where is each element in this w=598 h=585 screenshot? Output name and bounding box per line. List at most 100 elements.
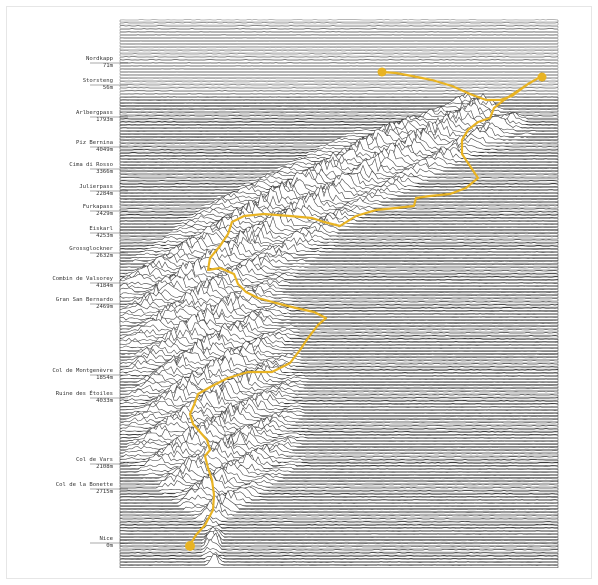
ridge-line (119, 71, 559, 75)
pass-name-label: Piz Bernina (76, 140, 113, 146)
pass-elevation-label: 1793m (96, 117, 113, 123)
ridge-line (119, 250, 559, 268)
pass-name-label: Gran San Bernardo (56, 297, 113, 303)
ridge-line (119, 50, 559, 54)
pass-elevation-label: 71m (103, 63, 114, 69)
ridge-line (119, 437, 559, 460)
ridge-line (119, 31, 559, 35)
ridge-line (119, 47, 559, 51)
pass-elevation-label: 2715m (96, 489, 113, 495)
pass-elevation-label: 2429m (96, 211, 113, 217)
pass-elevation-label: 0m (106, 543, 113, 549)
ridge-line (119, 53, 559, 57)
ridge-line (119, 128, 559, 147)
route-start-marker (185, 541, 195, 551)
ridge-line (119, 56, 559, 60)
ridge-line (119, 74, 559, 79)
pass-name-label: Ruine des Étoiles (56, 389, 113, 397)
route-end-marker (377, 67, 387, 77)
ridge-line (119, 524, 559, 531)
pass-elevation-label: 2469m (96, 304, 113, 310)
ridge-line (119, 90, 559, 94)
pass-name-label: Grossglockner (69, 246, 113, 252)
ridge-line (119, 133, 559, 153)
ridge-line (119, 472, 559, 494)
ridge-line (119, 333, 559, 351)
ridge-line (119, 87, 559, 91)
ridge-line (119, 299, 559, 320)
ridge-line (119, 120, 559, 141)
ridge-line (119, 25, 559, 29)
ridge-line (119, 22, 559, 26)
ridge-line (119, 157, 559, 178)
pass-name-label: Col de Vars (76, 457, 113, 463)
ridge-line (119, 93, 559, 97)
pass-elevation-label: 4033m (96, 398, 113, 404)
ridge-line (119, 382, 559, 404)
ridge-line (119, 68, 559, 72)
ridge-line (119, 332, 559, 354)
ridge-line (119, 527, 559, 534)
ridge-line (119, 190, 559, 212)
ridge-line (119, 514, 559, 525)
ridge-line (119, 555, 559, 562)
ridge-line (119, 62, 559, 66)
ridge-line (119, 40, 559, 44)
ridge-line (119, 65, 559, 69)
ridge-line (119, 526, 559, 540)
ridgeline-relief (119, 19, 559, 568)
ridge-line (119, 443, 559, 463)
ridge-line (119, 19, 559, 23)
ridge-line (119, 81, 559, 85)
ridge-line (119, 142, 559, 162)
pass-name-label: Julierpass (79, 184, 113, 190)
ridge-line (119, 184, 559, 206)
pass-elevation-label: 4049m (96, 147, 113, 153)
ridge-line (119, 180, 559, 203)
ridge-line (119, 492, 559, 513)
ridge-line (119, 59, 559, 63)
ridge-line (119, 43, 559, 48)
ridge-line (119, 92, 559, 100)
pass-elevation-label: 4253m (96, 233, 113, 239)
pass-elevation-label: 2632m (96, 253, 113, 259)
pass-elevation-label: 56m (103, 85, 114, 91)
pass-name-label: Storsteng (83, 78, 113, 84)
pass-name-label: Col de Montgenèvre (52, 367, 113, 374)
ridge-line (119, 78, 559, 82)
ridge-line (119, 550, 559, 559)
pass-name-label: Col de la Bonette (56, 482, 114, 488)
ridge-line (119, 547, 559, 556)
ridge-line (119, 527, 559, 537)
ridge-line (119, 495, 559, 516)
ridge-line (119, 182, 559, 199)
ridge-line (119, 467, 559, 485)
ridge-line (119, 122, 559, 144)
pass-elevation-label: 1854m (96, 375, 113, 381)
ridge-line (119, 517, 559, 528)
route-end-marker (537, 72, 547, 82)
ridge-line (119, 144, 559, 165)
pass-name-label: Nordkapp (86, 56, 114, 62)
ridge-line (119, 554, 559, 565)
pass-name-label: Nice (100, 536, 114, 542)
pass-elevation-label: 4184m (96, 283, 113, 289)
pass-name-label: Arlbergpass (76, 110, 113, 116)
route-line (188, 70, 542, 547)
ridge-line (119, 37, 559, 41)
pass-name-label: Cima di Rosso (69, 162, 113, 168)
ridge-line (119, 153, 559, 175)
ridge-line (119, 28, 559, 32)
ridge-line (119, 221, 559, 240)
ridge-line (119, 475, 559, 497)
ridge-line (119, 554, 559, 568)
pass-elevation-label: 2284m (96, 191, 113, 197)
pass-elevation-label: 3366m (96, 169, 113, 175)
ridge-line (119, 507, 559, 522)
pass-name-label: Eiskarl (89, 226, 113, 232)
ridge-line (119, 34, 559, 38)
pass-name-label: Combin de Valsorey (52, 276, 113, 282)
pass-elevation-label: 2108m (96, 464, 113, 470)
